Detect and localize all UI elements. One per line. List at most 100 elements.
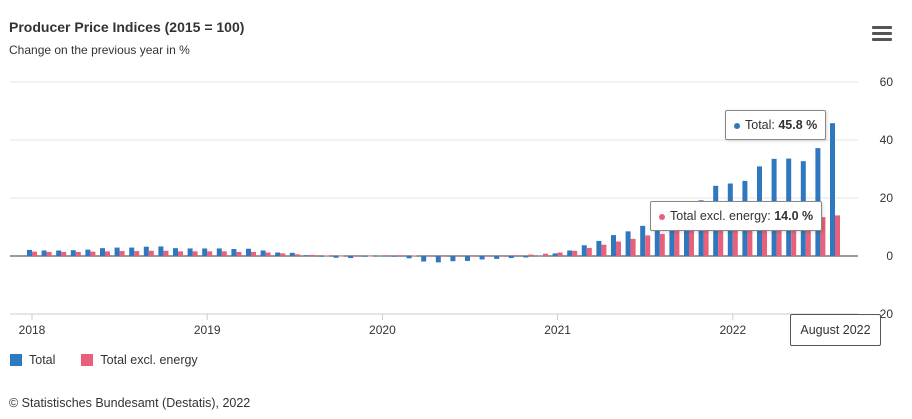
x-tick-label: 2022 xyxy=(719,323,746,337)
bar-total-2020-12 xyxy=(538,255,543,257)
bar-total-2022-08 xyxy=(830,123,835,257)
credits[interactable]: © Statistisches Bundesamt (Destatis), 20… xyxy=(9,396,250,410)
chart-subtitle: Change on the previous year in % xyxy=(9,43,190,57)
bar-total-2018-04 xyxy=(70,250,76,256)
bar-excl-energy-2020-03 xyxy=(411,255,417,257)
bar-excl-energy-2019-01 xyxy=(207,251,213,256)
bar-excl-energy-2022-03 xyxy=(762,219,767,256)
x-tick-label: 2019 xyxy=(194,323,221,337)
legend-item-total[interactable]: Total xyxy=(10,353,55,367)
x-axis-crosshair-label: August 2022 xyxy=(790,314,881,346)
bar-excl-energy-2022-01 xyxy=(732,224,738,256)
bar-total-2020-07 xyxy=(465,256,470,261)
y-tick-label: 20 xyxy=(880,191,894,205)
bar-excl-energy-2021-05 xyxy=(616,241,621,256)
bar-total-2021-03 xyxy=(581,245,587,256)
x-tick-label: 2018 xyxy=(19,323,46,337)
bar-excl-energy-2021-03 xyxy=(586,247,592,256)
tooltip-excl-value: 14.0 % xyxy=(774,209,814,223)
bar-total-2021-05 xyxy=(611,235,616,256)
bar-excl-energy-2020-02 xyxy=(397,255,402,256)
chart-title: Producer Price Indices (2015 = 100) xyxy=(9,19,245,35)
hamburger-menu-icon[interactable] xyxy=(872,26,892,42)
bar-excl-energy-2021-08 xyxy=(659,233,665,256)
bar-total-2021-08 xyxy=(654,221,660,256)
bar-total-2020-03 xyxy=(406,256,412,259)
bar-excl-energy-2021-02 xyxy=(572,250,578,256)
tooltip-total-value: 45.8 % xyxy=(778,118,818,132)
bar-excl-energy-2021-04 xyxy=(601,244,607,256)
credits-text: © Statistisches Bundesamt (Destatis), 20… xyxy=(9,396,251,410)
bar-excl-energy-2020-04 xyxy=(426,256,432,257)
bar-total-2020-01 xyxy=(377,255,383,257)
bar-total-2018-05 xyxy=(85,249,91,256)
bar-excl-energy-2022-08 xyxy=(835,215,840,256)
bar-excl-energy-2020-08 xyxy=(484,256,490,257)
bar-total-2018-12 xyxy=(187,248,193,256)
bar-excl-energy-2019-12 xyxy=(367,255,373,257)
bar-total-2020-09 xyxy=(494,256,500,259)
bar-total-2019-12 xyxy=(362,256,368,257)
bar-total-2020-11 xyxy=(523,256,529,258)
bar-total-2021-01 xyxy=(552,253,558,256)
bar-total-2020-02 xyxy=(392,256,397,257)
bar-total-2021-09 xyxy=(669,214,675,256)
bar-total-2019-04 xyxy=(246,248,251,256)
bar-excl-energy-2021-10 xyxy=(689,228,694,256)
bar-total-2019-07 xyxy=(289,252,295,256)
bar-excl-energy-2018-12 xyxy=(192,251,198,256)
bar-excl-energy-2019-08 xyxy=(309,254,315,256)
bar-excl-energy-2019-11 xyxy=(353,256,359,257)
tooltip-total-dot xyxy=(734,122,740,129)
bar-excl-energy-2020-01 xyxy=(382,255,388,256)
bar-excl-energy-2018-10 xyxy=(163,250,169,256)
bar-excl-energy-2019-09 xyxy=(324,255,329,257)
bar-excl-energy-2020-11 xyxy=(528,254,534,256)
bar-excl-energy-2021-07 xyxy=(645,235,651,256)
bar-total-2020-04 xyxy=(421,256,427,262)
tooltip-excl-dot xyxy=(659,213,665,220)
bar-excl-energy-2019-04 xyxy=(251,251,256,256)
legend: Total Total excl. energy xyxy=(10,353,198,367)
x-tick-label: 2021 xyxy=(544,323,571,337)
bar-total-2019-10 xyxy=(333,256,339,258)
bar-excl-energy-2018-01 xyxy=(32,251,37,256)
legend-label-total: Total xyxy=(29,353,56,367)
bar-total-2021-02 xyxy=(567,250,573,256)
legend-item-excl-energy[interactable]: Total excl. energy xyxy=(81,353,198,367)
bar-excl-energy-2021-12 xyxy=(718,225,724,256)
bar-excl-energy-2018-06 xyxy=(105,251,110,256)
bar-excl-energy-2018-07 xyxy=(119,251,125,256)
legend-swatch-total xyxy=(10,354,22,366)
bar-total-2021-04 xyxy=(596,240,602,256)
bar-excl-energy-2018-05 xyxy=(90,251,96,256)
bar-total-2019-02 xyxy=(216,248,222,256)
bar-excl-energy-2018-08 xyxy=(134,251,140,256)
tooltip-excl-label: Total excl. energy: xyxy=(670,209,775,223)
y-tick-label: 60 xyxy=(880,75,894,89)
bar-excl-energy-2021-09 xyxy=(674,231,680,256)
bar-total-2018-01 xyxy=(27,249,32,256)
bar-total-2019-03 xyxy=(231,249,237,256)
tooltip-total: Total: 45.8 % xyxy=(725,110,827,140)
bar-total-2018-10 xyxy=(158,246,164,256)
bar-total-2019-09 xyxy=(319,256,324,257)
bar-excl-energy-2022-05 xyxy=(791,215,797,256)
bar-total-2019-05 xyxy=(260,250,266,256)
bar-total-2018-08 xyxy=(129,247,135,256)
bar-excl-energy-2019-05 xyxy=(265,252,271,256)
bar-excl-energy-2022-07 xyxy=(820,217,826,256)
bar-excl-energy-2018-03 xyxy=(61,251,67,256)
bar-total-2019-08 xyxy=(304,255,310,256)
bar-excl-energy-2021-11 xyxy=(703,226,709,256)
tooltip-total-label: Total: xyxy=(745,118,779,132)
y-tick-label: 0 xyxy=(886,249,893,263)
bar-excl-energy-2019-10 xyxy=(338,255,344,257)
legend-label-excl-energy: Total excl. energy xyxy=(100,353,198,367)
bars xyxy=(27,123,840,263)
bar-excl-energy-2018-09 xyxy=(148,250,154,256)
bar-total-2018-06 xyxy=(100,248,105,256)
bar-excl-energy-2021-01 xyxy=(557,252,563,256)
x-tick-label: 2020 xyxy=(369,323,396,337)
bar-total-2021-07 xyxy=(640,225,646,256)
